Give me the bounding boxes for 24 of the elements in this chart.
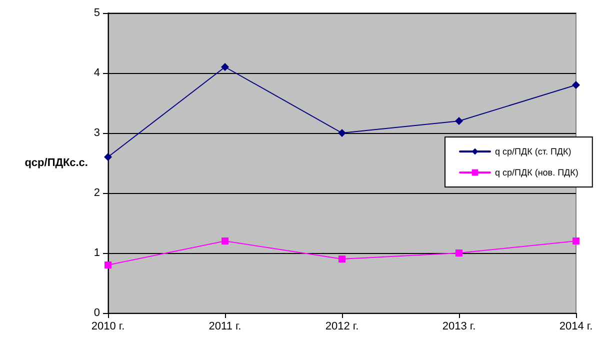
x-tick-label: 2014 г. xyxy=(559,320,593,332)
y-tick-label: 3 xyxy=(94,127,100,139)
point xyxy=(456,250,462,256)
x-tick-label: 2011 г. xyxy=(208,320,242,332)
x-tick-label: 2012 г. xyxy=(325,320,359,332)
point xyxy=(572,81,580,89)
point xyxy=(104,153,112,161)
y-axis-title: qср/ПДКс.с. xyxy=(24,157,88,169)
y-tick-label: 0 xyxy=(94,307,100,319)
x-tick-label: 2013 г. xyxy=(442,320,476,332)
legend-label: q ср/ПДК (нов. ПДК) xyxy=(495,168,578,178)
point xyxy=(104,262,112,268)
point xyxy=(455,117,463,125)
point xyxy=(338,256,346,262)
legend-label: q ср/ПДК (ст. ПДК) xyxy=(495,146,572,156)
y-tick-label: 4 xyxy=(94,67,100,79)
y-tick-label: 1 xyxy=(94,247,100,259)
point xyxy=(221,63,229,71)
point xyxy=(572,238,580,244)
y-tick-label: 2 xyxy=(94,187,100,199)
point xyxy=(222,238,228,244)
point xyxy=(338,129,346,137)
x-tick-label: 2010 г. xyxy=(91,320,125,332)
y-tick-label: 5 xyxy=(94,7,100,19)
